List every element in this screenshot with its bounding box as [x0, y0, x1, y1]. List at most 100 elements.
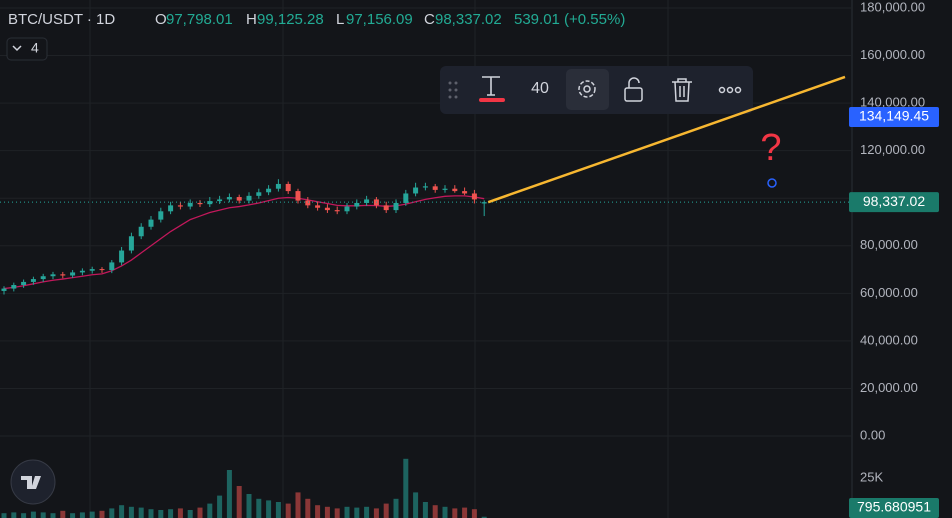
candle-body [266, 188, 272, 193]
volume-bar [79, 512, 85, 518]
volume-bar [177, 508, 183, 518]
candle-body [148, 219, 154, 227]
volume-bar [89, 511, 95, 518]
y-tick-label: 140,000.00 [860, 95, 925, 110]
candle-body [432, 186, 438, 190]
volume-bar [226, 470, 232, 518]
candle-body [40, 276, 46, 280]
volume-bar [119, 505, 125, 518]
candle-body [70, 272, 76, 276]
price-tag [849, 498, 939, 518]
candle-body [275, 183, 281, 189]
volume-bar [462, 507, 468, 518]
change: 539.01 (+0.55%) [514, 11, 625, 28]
tv-logo [10, 459, 56, 505]
volume-bar [21, 513, 27, 518]
volume-bar [442, 506, 448, 518]
volume-bar [148, 509, 154, 518]
candle-body [168, 205, 174, 212]
candle-body [256, 192, 262, 196]
indicator-toggle[interactable] [6, 37, 48, 61]
candle-body [158, 211, 164, 220]
volume-bar [285, 503, 291, 518]
volume-bar [334, 508, 340, 518]
annotation-text: ? [760, 127, 781, 169]
y-tick-label: 180,000.00 [860, 0, 925, 14]
delete-button[interactable] [672, 78, 692, 102]
y-tick-label: 120,000.00 [860, 142, 925, 157]
candle-body [1, 288, 7, 291]
price-tag [849, 192, 939, 213]
plot [0, 7, 852, 518]
candle-body [11, 285, 17, 289]
y-tick-label: 80,000.00 [860, 237, 918, 252]
volume-bar [30, 511, 36, 518]
candle-body [60, 274, 66, 276]
candle-body [354, 202, 360, 207]
candle-body [344, 206, 350, 212]
candle-body [109, 262, 115, 271]
candle-body [422, 186, 428, 188]
text-color-button[interactable] [479, 76, 505, 102]
volume-bar [60, 510, 66, 518]
volume-bar [452, 508, 458, 518]
candle-body [452, 188, 458, 192]
candle-body [324, 207, 330, 211]
volume-bar [324, 506, 330, 518]
volume-bar [432, 505, 438, 518]
candle-body [305, 200, 311, 206]
volume-bar [11, 512, 17, 518]
chevron [12, 45, 22, 52]
volume-bar [1, 513, 7, 518]
volume-bar [403, 458, 409, 518]
volume-bar [70, 513, 76, 518]
indicator-count: 4 [31, 40, 39, 56]
volume-bar [481, 516, 487, 518]
candle-body [334, 210, 340, 212]
volume-bar [236, 486, 242, 518]
settings-button[interactable] [566, 69, 609, 110]
lock-button[interactable] [624, 77, 643, 102]
candle-body [207, 201, 213, 205]
candle-body [21, 281, 27, 286]
volume-bar [305, 498, 311, 518]
y-tick-label: 160,000.00 [860, 47, 925, 62]
moving-average [3, 195, 485, 290]
y-tick-label: 40,000.00 [860, 332, 918, 347]
volume-bar [109, 508, 115, 518]
candle-body [236, 197, 242, 201]
candle-body [177, 205, 183, 207]
volume-tick-label: 25K [860, 469, 883, 484]
candle-body [481, 202, 487, 204]
font-size-button[interactable]: 40 [531, 80, 549, 97]
anchor-handle[interactable] [767, 178, 777, 188]
y-tick-label: 0.00 [860, 427, 885, 442]
candle-body [403, 193, 409, 203]
y-tick-label: 60,000.00 [860, 285, 918, 300]
o-key: O [155, 11, 167, 28]
volume-bar [128, 506, 134, 518]
y-tick-label: 20,000.00 [860, 380, 918, 395]
volume-bar [364, 506, 370, 518]
candle-body [187, 202, 193, 207]
more-button[interactable] [718, 86, 742, 94]
volume-bar [354, 507, 360, 518]
candle-body [226, 197, 232, 200]
candle-body [89, 269, 95, 271]
candle-body [471, 193, 477, 200]
price-tag-label: 98,337.02 [863, 193, 925, 209]
c-value: 98,337.02 [435, 11, 502, 28]
candle-body [119, 250, 125, 263]
candle-body [295, 191, 301, 201]
volume-bar [422, 502, 428, 518]
volume-bar [40, 512, 46, 518]
candle-body [442, 188, 448, 190]
trend-line [487, 75, 846, 204]
volume-bar [256, 498, 262, 518]
candle-body [393, 202, 399, 211]
volume-bar [187, 510, 193, 518]
candle-body [246, 195, 252, 201]
volume-bar [373, 508, 379, 518]
candle-body [30, 279, 36, 282]
candle-body [285, 183, 291, 192]
